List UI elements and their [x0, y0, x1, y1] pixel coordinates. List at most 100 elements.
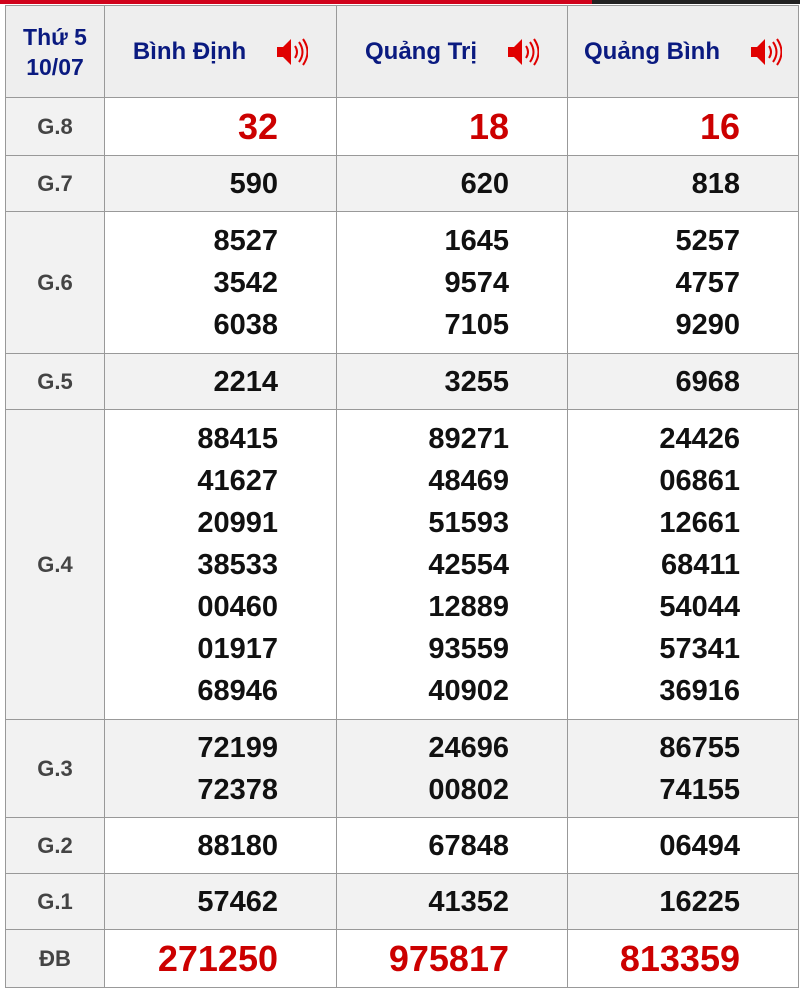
prize-cell: 6968 — [567, 353, 799, 410]
prize-number: 975817 — [388, 937, 509, 979]
prize-number: 88415 — [197, 422, 278, 455]
prize-row: G.4 88415 41627 20991 38533 00460 01917 68946 89… — [5, 409, 799, 720]
prize-number: 72378 — [197, 773, 278, 806]
prize-number: 54044 — [659, 590, 740, 623]
prize-number: 12661 — [659, 506, 740, 539]
prize-cell: 813359 — [567, 929, 799, 988]
prize-number: 7105 — [444, 308, 509, 341]
prize-number: 3255 — [444, 365, 509, 398]
prize-number: 51593 — [428, 506, 509, 539]
header-row: Thứ 5 10/07 Bình Định Quảng Trị Quảng Bìn… — [5, 5, 799, 98]
speaker-icon[interactable] — [274, 35, 309, 69]
prize-cell: 88415 41627 20991 38533 00460 01917 68946 — [104, 409, 337, 720]
prize-cell: 67848 — [336, 817, 568, 874]
prize-number: 89271 — [428, 422, 509, 455]
prize-row: G.8 32 18 16 — [5, 97, 799, 156]
prize-number: 3542 — [213, 266, 278, 299]
prize-number: 06494 — [659, 829, 740, 862]
prize-number: 36916 — [659, 674, 740, 707]
prize-label: G.8 — [5, 97, 105, 156]
prize-row: G.1 57462 41352 16225 — [5, 873, 799, 930]
prize-number: 24696 — [428, 731, 509, 764]
prize-label: G.1 — [5, 873, 105, 930]
prize-number: 57462 — [197, 885, 278, 918]
prize-number: 68946 — [197, 674, 278, 707]
prize-row: G.7 590 620 818 — [5, 155, 799, 212]
prize-number: 86755 — [659, 731, 740, 764]
prize-cell: 32 — [104, 97, 337, 156]
speaker-icon[interactable] — [748, 35, 782, 69]
province-name[interactable]: Bình Định — [132, 37, 247, 65]
prize-row: G.6 8527 3542 6038 1645 9574 7105 5257 4757 9290 — [5, 211, 799, 354]
prize-cell: 88180 — [104, 817, 337, 874]
prize-number: 9574 — [444, 266, 509, 299]
province-name[interactable]: Quảng Trị — [364, 37, 477, 65]
prize-number: 813359 — [619, 937, 740, 979]
prize-cell: 89271 48469 51593 42554 12889 93559 40902 — [336, 409, 568, 720]
prize-cell: 620 — [336, 155, 568, 212]
province-header: Quảng Trị — [336, 5, 568, 98]
prize-row: G.5 2214 3255 6968 — [5, 353, 799, 410]
speaker-icon[interactable] — [505, 35, 539, 69]
prize-number: 1645 — [444, 224, 509, 257]
prize-cell: 06494 — [567, 817, 799, 874]
prize-cell: 1645 9574 7105 — [336, 211, 568, 354]
prize-number: 41352 — [428, 885, 509, 918]
prize-number: 48469 — [428, 464, 509, 497]
prize-number: 16 — [699, 105, 740, 147]
prize-cell: 975817 — [336, 929, 568, 988]
province-header: Quảng Bình — [567, 5, 799, 98]
prize-number: 32 — [237, 105, 278, 147]
prize-label: G.6 — [5, 211, 105, 354]
prize-number: 9290 — [675, 308, 740, 341]
date: 10/07 — [26, 53, 84, 80]
prize-row: G.3 72199 72378 24696 00802 86755 74155 — [5, 719, 799, 818]
prize-cell: 590 — [104, 155, 337, 212]
prize-number: 42554 — [428, 548, 509, 581]
prize-number: 20991 — [197, 506, 278, 539]
prize-cell: 72199 72378 — [104, 719, 337, 818]
prize-number: 18 — [468, 105, 509, 147]
prize-cell: 24696 00802 — [336, 719, 568, 818]
prize-number: 5257 — [675, 224, 740, 257]
prize-number: 38533 — [197, 548, 278, 581]
prize-label: G.5 — [5, 353, 105, 410]
prize-label: G.4 — [5, 409, 105, 720]
prize-cell: 57462 — [104, 873, 337, 930]
prize-number: 40902 — [428, 674, 509, 707]
prize-number: 271250 — [157, 937, 278, 979]
prize-cell: 271250 — [104, 929, 337, 988]
prize-cell: 86755 74155 — [567, 719, 799, 818]
prize-number: 74155 — [659, 773, 740, 806]
prize-number: 4757 — [675, 266, 740, 299]
prize-number: 12889 — [428, 590, 509, 623]
prize-number: 2214 — [213, 365, 278, 398]
prize-label: G.3 — [5, 719, 105, 818]
prize-number: 68411 — [660, 548, 740, 581]
prize-number: 620 — [460, 167, 509, 200]
prize-row: ĐB 271250 975817 813359 — [5, 929, 799, 988]
prize-row: G.2 88180 67848 06494 — [5, 817, 799, 874]
prize-cell: 41352 — [336, 873, 568, 930]
prize-number: 88180 — [197, 829, 278, 862]
weekday: Thứ 5 — [23, 23, 87, 50]
province-name[interactable]: Quảng Bình — [584, 37, 720, 65]
prize-number: 67848 — [428, 829, 509, 862]
prize-number: 72199 — [197, 731, 278, 764]
prize-label: ĐB — [5, 929, 105, 988]
prize-cell: 8527 3542 6038 — [104, 211, 337, 354]
prize-number: 00802 — [428, 773, 509, 806]
prize-number: 6968 — [675, 365, 740, 398]
prize-number: 818 — [691, 167, 740, 200]
prize-cell: 5257 4757 9290 — [567, 211, 799, 354]
prize-number: 590 — [229, 167, 278, 200]
prize-number: 06861 — [659, 464, 740, 497]
prize-number: 41627 — [197, 464, 278, 497]
prize-number: 16225 — [659, 885, 740, 918]
prize-number: 24426 — [659, 422, 740, 455]
prize-number: 6038 — [213, 308, 278, 341]
top-accent-bar — [0, 0, 800, 4]
lottery-results-table: Thứ 5 10/07 Bình Định Quảng Trị Quảng Bìn… — [5, 5, 799, 988]
prize-number: 8527 — [213, 224, 278, 257]
prize-cell: 24426 06861 12661 68411 54044 57341 36916 — [567, 409, 799, 720]
